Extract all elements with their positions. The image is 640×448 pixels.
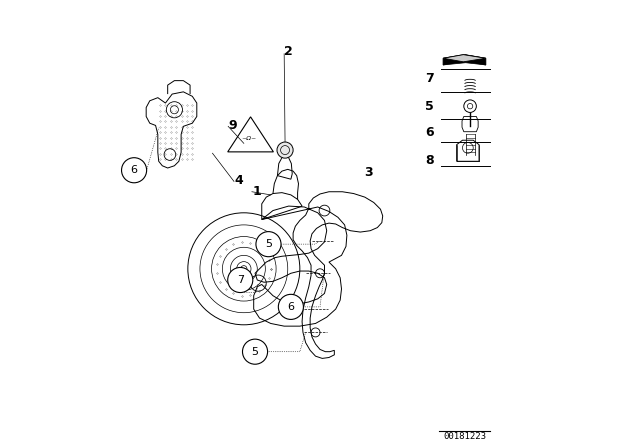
Text: 5: 5 <box>252 347 259 357</box>
Text: 3: 3 <box>364 166 372 179</box>
Circle shape <box>277 142 293 158</box>
Polygon shape <box>443 55 486 62</box>
Circle shape <box>278 294 303 319</box>
Text: 00181223: 00181223 <box>444 432 486 441</box>
Text: 6: 6 <box>426 125 435 139</box>
Text: 7: 7 <box>237 275 244 285</box>
Text: 4: 4 <box>234 173 243 187</box>
Text: 6: 6 <box>287 302 294 312</box>
Text: 6: 6 <box>131 165 138 175</box>
Text: 1: 1 <box>253 185 262 198</box>
Circle shape <box>122 158 147 183</box>
Text: 9: 9 <box>228 119 237 132</box>
Circle shape <box>256 232 281 257</box>
Text: 5: 5 <box>265 239 272 249</box>
Circle shape <box>228 267 253 293</box>
Text: ~Ω~: ~Ω~ <box>241 136 257 142</box>
Text: 8: 8 <box>426 154 435 167</box>
Polygon shape <box>443 55 486 65</box>
Circle shape <box>243 339 268 364</box>
Text: 2: 2 <box>284 45 293 58</box>
Text: 7: 7 <box>426 72 435 85</box>
Text: 5: 5 <box>426 100 435 113</box>
